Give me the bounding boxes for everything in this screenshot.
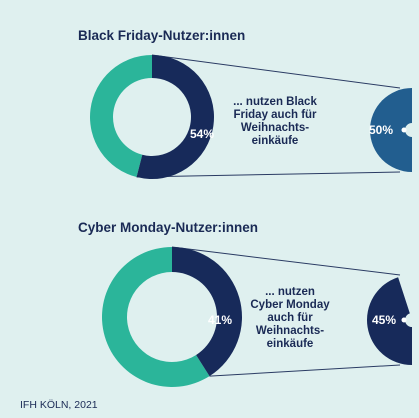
detail-label: 45% [372, 313, 396, 327]
donut-slice-share [172, 247, 243, 377]
donut-slice-other [102, 247, 210, 388]
description-line: ... nutzen [265, 286, 315, 298]
description-line: einkäufe [252, 135, 299, 147]
chart-title-cyber-monday: Cyber Monday-Nutzer:innen [78, 220, 258, 235]
source-note: IFH KÖLN, 2021 [20, 399, 98, 411]
detail-dot [401, 317, 407, 323]
detail-segment [370, 88, 412, 172]
description-line: Weihnachts- [241, 122, 309, 134]
connector-line-bottom [136, 171, 401, 178]
description-line: Cyber Monday [250, 299, 330, 311]
description-line: Friday auch für [233, 109, 317, 121]
chart-cyber-monday: Cyber Monday-Nutzer:innen 41% ... nutzen… [78, 220, 412, 388]
connector-line-top [171, 246, 401, 276]
detail-dot [401, 127, 407, 133]
donut-slice-other [90, 55, 152, 178]
slice-label-share: 54% [190, 127, 214, 141]
detail-label: 50% [369, 123, 393, 137]
description-line: auch für [267, 312, 313, 324]
description-line: ... nutzen Black [233, 96, 317, 108]
connector-line-top [151, 54, 401, 89]
connector-line-bottom [209, 364, 401, 377]
chart-title-black-friday: Black Friday-Nutzer:innen [78, 28, 245, 43]
detail-segment [366, 277, 412, 365]
description-line: einkäufe [267, 338, 314, 350]
chart-black-friday: Black Friday-Nutzer:innen 54% ... nutzen… [78, 28, 412, 179]
donut-slice-share [136, 55, 215, 179]
description-line: Weihnachts- [256, 325, 324, 337]
slice-label-share: 41% [208, 313, 232, 327]
